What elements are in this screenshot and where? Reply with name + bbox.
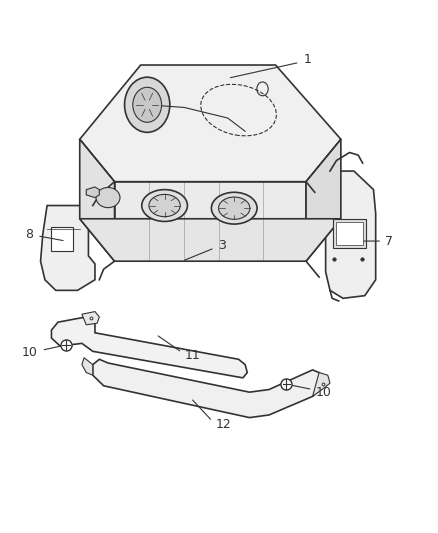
Circle shape <box>133 87 162 122</box>
Text: 11: 11 <box>185 349 201 362</box>
Ellipse shape <box>149 195 180 216</box>
Polygon shape <box>115 182 306 261</box>
Text: 7: 7 <box>385 235 393 247</box>
Polygon shape <box>82 358 93 375</box>
Text: 10: 10 <box>21 346 37 359</box>
Ellipse shape <box>212 192 257 224</box>
Bar <box>333 219 366 248</box>
Polygon shape <box>80 139 115 261</box>
Polygon shape <box>80 219 341 261</box>
Bar <box>336 222 363 245</box>
Polygon shape <box>51 227 73 251</box>
Text: 12: 12 <box>215 418 231 431</box>
Polygon shape <box>306 139 341 261</box>
Circle shape <box>124 77 170 132</box>
Text: 10: 10 <box>316 386 332 399</box>
Polygon shape <box>86 187 99 198</box>
Polygon shape <box>93 359 323 418</box>
Text: 1: 1 <box>304 53 312 66</box>
Ellipse shape <box>142 190 187 221</box>
Ellipse shape <box>96 188 120 208</box>
Polygon shape <box>80 65 341 182</box>
Polygon shape <box>325 171 376 298</box>
Text: 3: 3 <box>218 239 226 252</box>
Polygon shape <box>82 312 99 325</box>
Ellipse shape <box>219 197 250 219</box>
Polygon shape <box>51 317 247 378</box>
Polygon shape <box>41 206 95 290</box>
Text: 8: 8 <box>25 228 34 241</box>
Polygon shape <box>313 373 330 397</box>
